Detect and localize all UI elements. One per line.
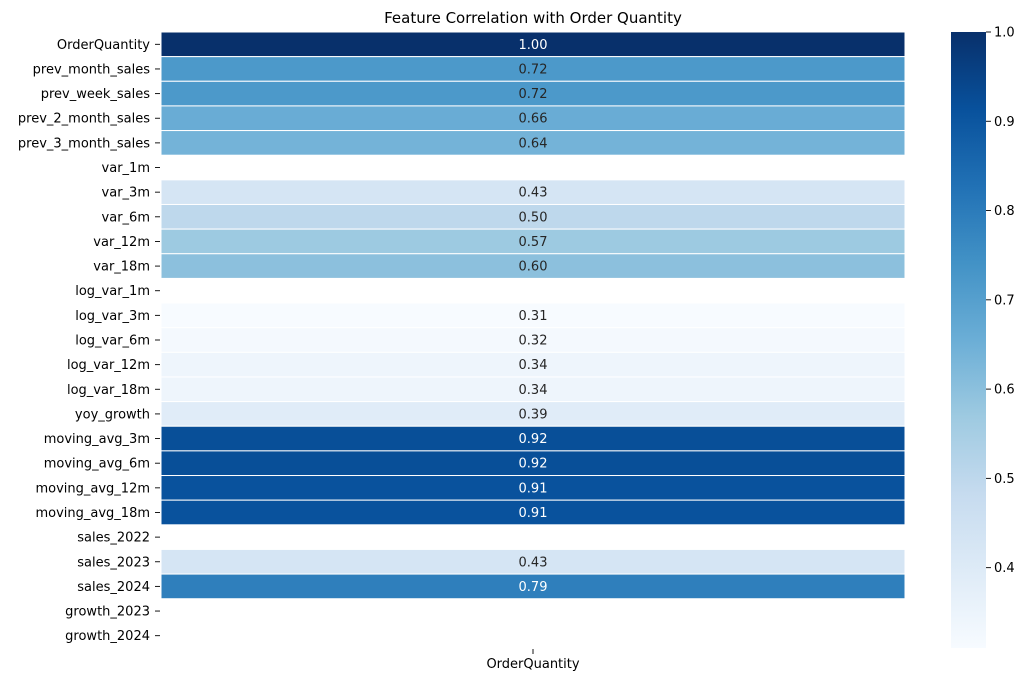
cell-value-label: 1.00 <box>519 38 548 53</box>
heatmap-cell <box>160 327 906 353</box>
cell-value-label: 0.39 <box>519 407 548 422</box>
y-tick-label: var_3m <box>102 186 150 201</box>
cell-value-label: 0.92 <box>519 457 548 472</box>
y-tick-label: sales_2022 <box>77 531 150 546</box>
cell-value-label: 0.92 <box>519 432 548 447</box>
heatmap-cell <box>160 31 906 58</box>
heatmap-cells: 1.00 0.72 0.72 0.66 0.64 0.43 0.50 0.57 0.60 0.31… <box>160 31 906 600</box>
heatmap-cell <box>160 450 906 477</box>
y-tick-labels: OrderQuantity prev_month_sales prev_week_s… <box>18 38 160 644</box>
colorbar-tick-label: 0.7 <box>994 293 1015 308</box>
cell-value-label: 0.43 <box>519 555 548 570</box>
x-tick-labels: OrderQuantity <box>486 649 580 672</box>
y-tick-label: log_var_12m <box>67 358 150 373</box>
heatmap-cell <box>160 56 906 82</box>
heatmap-cell <box>160 253 906 279</box>
y-tick-label: log_var_3m <box>75 309 150 324</box>
y-tick-label: growth_2023 <box>65 605 150 620</box>
y-tick-label: log_var_18m <box>67 383 150 398</box>
cell-value-label: 0.50 <box>519 210 548 225</box>
colorbar-tick-label: 0.4 <box>994 561 1015 576</box>
cell-value-label: 0.72 <box>519 62 548 77</box>
y-tick-label: log_var_1m <box>75 284 150 299</box>
chart-title: Feature Correlation with Order Quantity <box>384 9 682 27</box>
heatmap-cell <box>160 228 906 255</box>
cell-value-label: 0.79 <box>519 580 548 595</box>
colorbar-ticks: 0.4 0.5 0.6 0.7 0.8 0.9 1.0 <box>986 26 1015 576</box>
y-tick-label: OrderQuantity <box>57 38 150 53</box>
y-tick-label: sales_2023 <box>77 555 150 570</box>
cell-value-label: 0.31 <box>519 309 548 324</box>
y-tick-label: growth_2024 <box>65 629 150 644</box>
cell-value-label: 0.34 <box>519 383 548 398</box>
colorbar-tick-label: 0.8 <box>994 204 1015 219</box>
heatmap-cell <box>160 80 906 107</box>
heatmap-cell <box>160 548 906 575</box>
y-tick-label: var_1m <box>102 161 150 176</box>
x-tick-label: OrderQuantity <box>486 657 579 672</box>
cell-value-label: 0.60 <box>519 260 548 275</box>
heatmap-cell <box>160 499 906 526</box>
colorbar <box>951 32 986 648</box>
y-tick-label: prev_week_sales <box>41 87 151 102</box>
cell-value-label: 0.43 <box>519 186 548 201</box>
cell-value-label: 0.91 <box>519 481 548 496</box>
y-tick-label: sales_2024 <box>77 580 150 595</box>
y-tick-label: log_var_6m <box>75 334 150 349</box>
y-tick-label: moving_avg_3m <box>44 432 150 447</box>
y-tick-label: moving_avg_12m <box>35 481 150 496</box>
cell-value-label: 0.91 <box>519 506 548 521</box>
colorbar-tick-label: 1.0 <box>994 26 1015 41</box>
y-tick-label: moving_avg_6m <box>44 457 150 472</box>
heatmap-cell <box>160 130 906 156</box>
y-tick-label: prev_2_month_sales <box>18 112 150 127</box>
heatmap-cell <box>160 475 906 501</box>
colorbar-tick-label: 0.5 <box>994 472 1015 487</box>
heatmap-cell <box>160 179 906 205</box>
cell-value-label: 0.66 <box>519 112 548 127</box>
colorbar-tick-label: 0.6 <box>994 383 1015 398</box>
colorbar-tick-label: 0.9 <box>994 115 1015 130</box>
y-tick-label: moving_avg_18m <box>35 506 150 521</box>
y-tick-label: var_6m <box>102 210 150 225</box>
heatmap-cell <box>160 302 906 329</box>
cell-value-label: 0.34 <box>519 358 548 373</box>
heatmap-cell <box>160 401 906 427</box>
cell-value-label: 0.57 <box>519 235 548 250</box>
cell-value-label: 0.72 <box>519 87 548 102</box>
y-tick-label: var_18m <box>93 260 150 275</box>
y-tick-label: prev_month_sales <box>33 62 151 77</box>
heatmap-cell <box>160 351 906 378</box>
heatmap-cell <box>160 573 906 600</box>
y-tick-label: yoy_growth <box>75 407 150 422</box>
y-tick-label: prev_3_month_sales <box>18 136 150 151</box>
cell-value-label: 0.32 <box>519 334 548 349</box>
heatmap-cell <box>160 105 906 132</box>
cell-value-label: 0.64 <box>519 136 548 151</box>
y-tick-label: var_12m <box>93 235 150 250</box>
